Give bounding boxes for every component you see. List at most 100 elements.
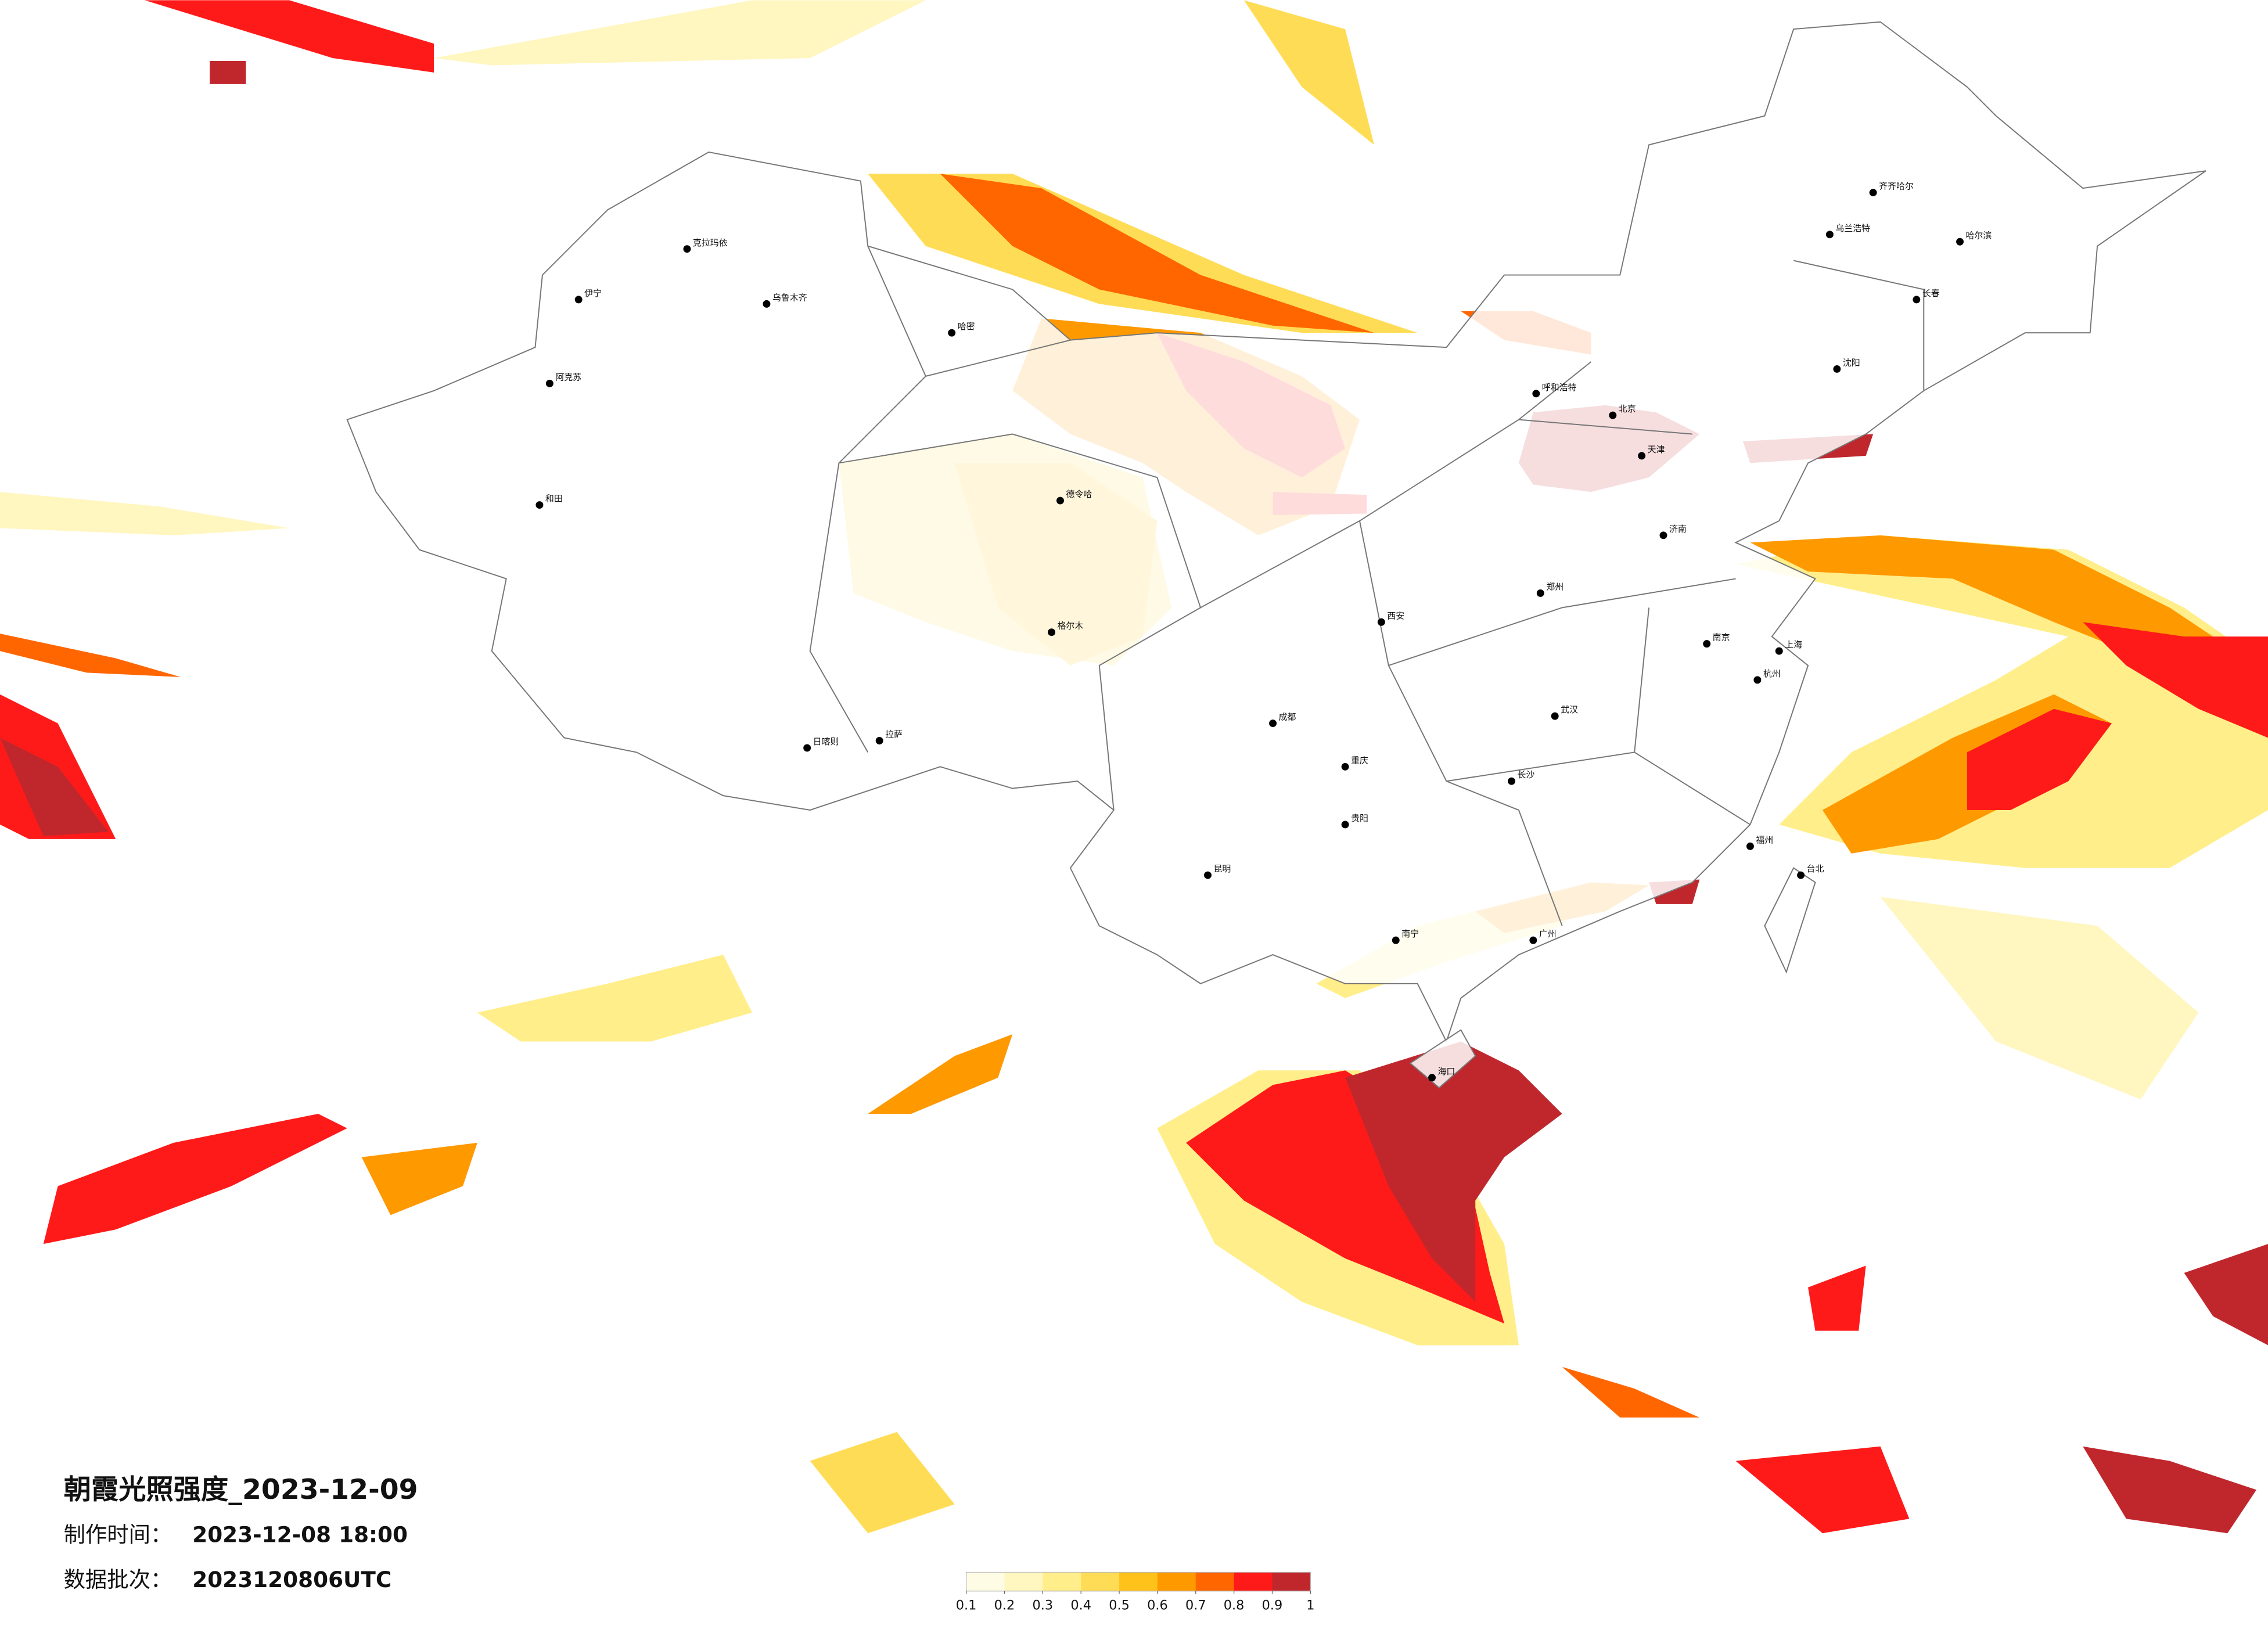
- glow-area: [1243, 0, 1374, 145]
- glow-area: [868, 1034, 1013, 1114]
- city-dot: [1056, 497, 1064, 505]
- city-label: 福州: [1756, 834, 1773, 845]
- city-dot: [1659, 531, 1667, 539]
- province-border: [809, 246, 1925, 926]
- city-dot: [1048, 628, 1056, 636]
- city-label: 武汉: [1561, 704, 1578, 715]
- city-label: 西安: [1387, 610, 1404, 621]
- city-dot: [1703, 640, 1711, 648]
- city-label: 重庆: [1351, 755, 1368, 765]
- city-dot: [1508, 777, 1515, 785]
- glow-area: [434, 0, 926, 66]
- glow-area: [1880, 897, 2199, 1100]
- city-label: 长春: [1922, 288, 1940, 298]
- glow-area: [0, 738, 109, 836]
- city-dot: [1775, 647, 1783, 655]
- city-label: 乌鲁木齐: [772, 292, 807, 303]
- colorbar-tick-label: 0.8: [1224, 1598, 1245, 1613]
- glow-area: [1808, 1265, 1866, 1331]
- city-label: 郑州: [1546, 581, 1563, 592]
- glow-area: [145, 0, 434, 73]
- colorbar: 0.1 0.2 0.3 0.4 0.5 0.6 0.7 0.8 0.9 1: [956, 1571, 1314, 1613]
- city-label: 呼和浩特: [1542, 382, 1577, 393]
- city-dot: [1833, 365, 1841, 373]
- data-batch-label: 数据批次：: [64, 1567, 172, 1592]
- colorbar-tick-label: 0.5: [1109, 1598, 1130, 1613]
- city-label: 天津: [1648, 444, 1665, 455]
- colorbar-tick-label: 0.3: [1033, 1598, 1054, 1613]
- colorbar-cell: [1081, 1572, 1120, 1591]
- city-label: 南宁: [1401, 929, 1419, 939]
- city-dot: [1551, 712, 1559, 720]
- city-dot: [803, 744, 811, 752]
- glow-area: [1750, 535, 2213, 652]
- colorbar-cell: [966, 1572, 1005, 1591]
- country-outline: [346, 21, 2206, 1044]
- glow-area: [940, 174, 1374, 333]
- colorbar-tick-label: 0.9: [1262, 1598, 1283, 1613]
- data-batch: 2023120806UTC: [192, 1567, 391, 1592]
- city-label: 昆明: [1213, 864, 1231, 874]
- city-label: 长沙: [1517, 769, 1534, 780]
- glow-area: [1967, 708, 2112, 811]
- glow-area: [210, 60, 246, 84]
- city-dot: [1753, 676, 1762, 684]
- city-dot: [1638, 452, 1646, 460]
- city-dot: [1269, 720, 1277, 728]
- production-time: 2023-12-08 18:00: [192, 1522, 408, 1548]
- island-outline: [1764, 867, 1816, 974]
- city-label: 广州: [1539, 929, 1557, 939]
- city-dot: [1913, 296, 1921, 304]
- city-label: 齐齐哈尔: [1879, 181, 1914, 192]
- colorbar-cell: [1157, 1572, 1196, 1591]
- city-dot: [1377, 618, 1385, 626]
- city-label: 阿克苏: [555, 372, 581, 382]
- city-label: 德令哈: [1066, 489, 1092, 499]
- city-dot: [574, 296, 583, 304]
- city-dot: [535, 501, 544, 509]
- city-dot: [1204, 871, 1212, 879]
- glow-area: [477, 955, 753, 1042]
- city-label: 乌兰浩特: [1835, 223, 1870, 233]
- glow-area: [1735, 1446, 1910, 1534]
- colorbar-tick-label: 0.4: [1070, 1598, 1091, 1613]
- city-dot: [1392, 936, 1400, 944]
- colorbar-cell: [1119, 1572, 1158, 1591]
- colorbar-tick-label: 0.6: [1147, 1598, 1168, 1613]
- city-dot: [1825, 231, 1834, 239]
- city-label: 北京: [1619, 404, 1636, 414]
- glow-area: [0, 634, 181, 677]
- city-label: 济南: [1669, 524, 1687, 534]
- city-dot: [763, 300, 771, 308]
- city-label: 日喀则: [813, 736, 839, 747]
- glow-area: [1562, 1366, 1700, 1418]
- map-title: 朝霞光照强度_2023-12-09: [64, 1474, 418, 1506]
- city-label: 海口: [1437, 1066, 1455, 1077]
- city-label: 贵阳: [1351, 813, 1368, 823]
- colorbar-cell: [1043, 1572, 1081, 1591]
- glow-area: [810, 1431, 955, 1534]
- colorbar-tick-label: 0.2: [994, 1598, 1015, 1613]
- city-label: 和田: [545, 494, 563, 504]
- city-dot: [1428, 1074, 1436, 1082]
- colorbar-frame: [965, 1571, 1311, 1592]
- city-label: 台北: [1807, 864, 1824, 874]
- city-label: 成都: [1279, 712, 1296, 722]
- production-time-label: 制作时间：: [64, 1522, 172, 1548]
- city-dot: [1609, 411, 1617, 419]
- city-dot: [948, 329, 956, 337]
- city-label: 上海: [1785, 639, 1802, 650]
- colorbar-tick-label: 0.7: [1185, 1598, 1206, 1613]
- glow-area: [0, 492, 290, 535]
- city-dot: [1341, 821, 1349, 829]
- glow-area: [2083, 622, 2268, 738]
- colorbar-tick-label: 0.1: [956, 1598, 977, 1613]
- city-label: 伊宁: [584, 288, 602, 298]
- city-dot: [1341, 762, 1349, 771]
- city-label: 格尔木: [1058, 621, 1084, 631]
- city-label: 克拉玛依: [693, 238, 728, 248]
- city-dot: [875, 737, 883, 744]
- city-dot: [1956, 238, 1964, 246]
- city-dot: [1869, 189, 1877, 197]
